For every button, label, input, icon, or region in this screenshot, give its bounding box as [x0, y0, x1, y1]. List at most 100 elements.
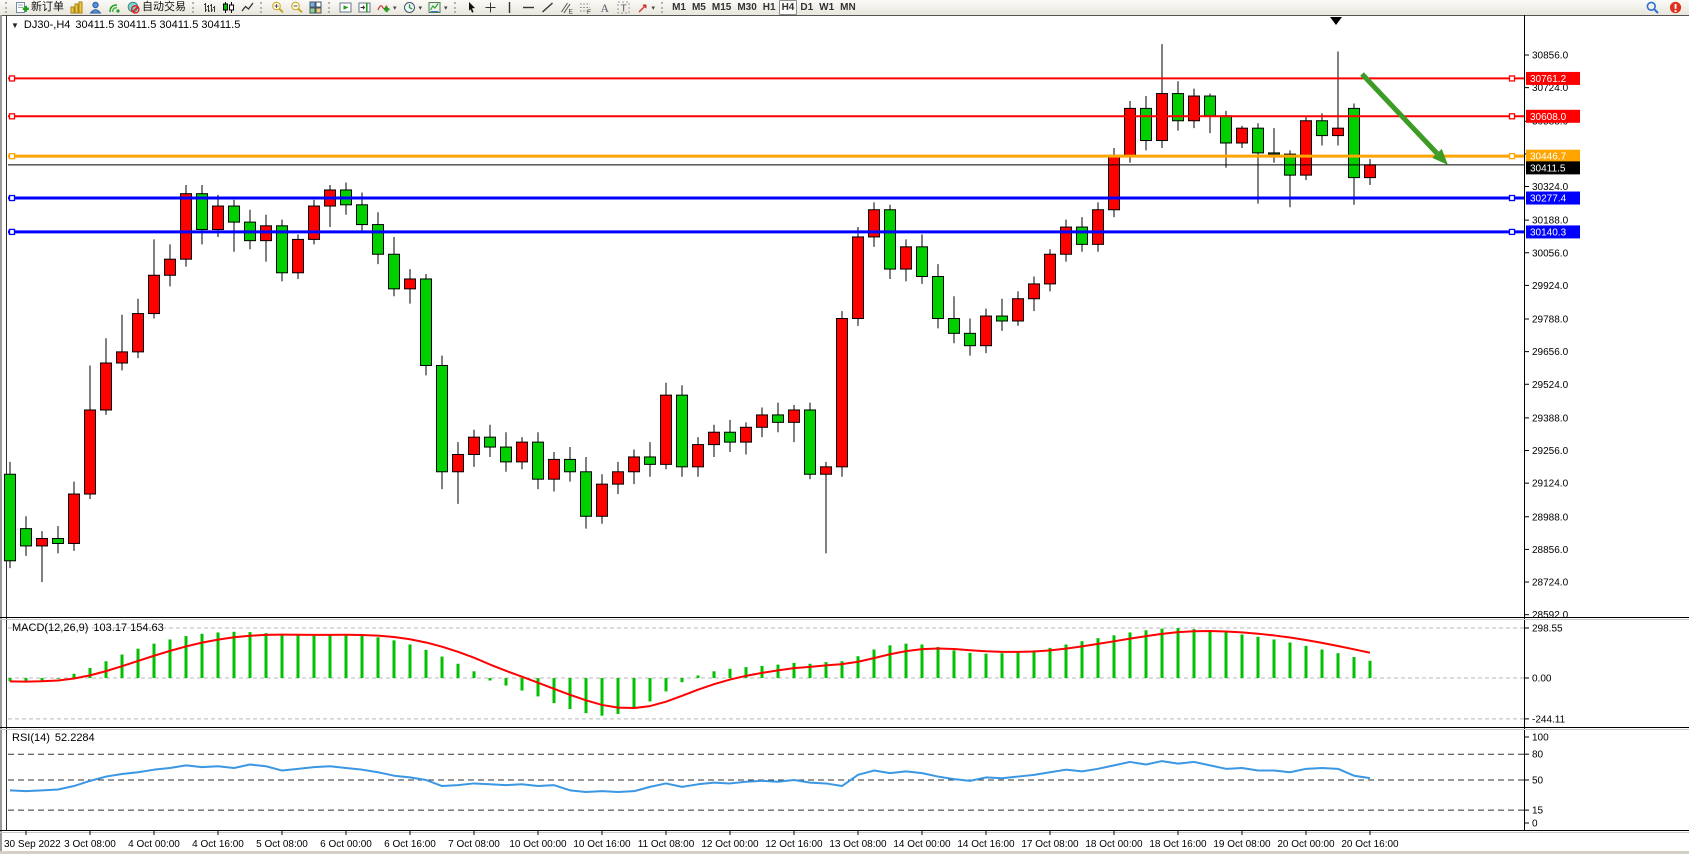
price-label-box — [1526, 109, 1580, 123]
bull-candle — [612, 471, 624, 485]
profile-button[interactable] — [86, 0, 105, 15]
cursor-button[interactable] — [462, 0, 481, 15]
toolbar-grip — [5, 2, 10, 13]
line-handle[interactable] — [8, 113, 16, 120]
line-handle[interactable] — [1508, 153, 1516, 160]
new-order-button[interactable]: 新订单 — [13, 0, 67, 15]
arrows-button[interactable]: ▾ — [633, 0, 659, 15]
dropdown-arrow-icon: ▾ — [418, 4, 423, 12]
line-handle[interactable] — [8, 228, 16, 236]
equidistant-channel-button[interactable]: E — [557, 0, 576, 16]
tf-m15-button[interactable]: M15 — [709, 0, 734, 15]
time-tick-label: 30 Sep 2022 — [4, 839, 61, 850]
bar-chart-icon — [203, 1, 216, 14]
time-tick-label: 14 Oct 16:00 — [957, 839, 1015, 850]
bull-candle — [628, 456, 640, 473]
vertical-line-button[interactable] — [500, 0, 519, 15]
line-chart-icon — [241, 1, 254, 14]
price-tick-label: 29656.0 — [1532, 347, 1569, 358]
line-handle[interactable] — [1508, 228, 1516, 236]
trend-arrow-head[interactable] — [1432, 148, 1448, 165]
price-label-text: 30446.7 — [1530, 152, 1567, 163]
tile-windows-button[interactable] — [306, 0, 325, 15]
auto-scroll-button[interactable] — [336, 0, 355, 15]
tf-m30-button[interactable]: M30 — [734, 0, 759, 15]
price-tick-label: 29788.0 — [1532, 315, 1569, 326]
time-tick-label: 20 Oct 16:00 — [1341, 839, 1399, 850]
indicators-button[interactable]: ▾ — [374, 0, 400, 15]
tf-mn-button[interactable]: MN — [837, 0, 859, 15]
bull-candle — [164, 258, 176, 276]
macd-tick-label: 298.55 — [1532, 624, 1563, 635]
channel-icon: E — [560, 1, 573, 16]
bear-candle — [1268, 152, 1280, 155]
time-tick-label: 6 Oct 00:00 — [320, 839, 372, 850]
bear-candle — [916, 246, 928, 277]
zoom-out-button[interactable] — [287, 0, 306, 15]
chevron-down-icon[interactable]: ▼ — [11, 20, 19, 30]
search-button[interactable] — [1643, 0, 1662, 15]
periods-button[interactable]: ▾ — [400, 0, 426, 15]
charts-button[interactable] — [67, 0, 86, 15]
candles-button[interactable] — [219, 0, 238, 15]
price-label-text: 30411.5 — [1530, 163, 1566, 174]
time-tick-label: 5 Oct 08:00 — [256, 839, 308, 850]
price-axis[interactable] — [1524, 15, 1689, 830]
horizontal-line-button[interactable] — [519, 0, 538, 15]
bear-candle — [884, 209, 896, 270]
rsi-tick-label: 15 — [1532, 806, 1544, 817]
price-tick-label: 29524.0 — [1532, 380, 1569, 391]
trend-arrow[interactable] — [1360, 72, 1439, 156]
zoom-out-icon — [290, 1, 303, 14]
autotrade-button[interactable]: 自动交易 — [124, 0, 189, 15]
bull-candle — [84, 409, 96, 495]
signals-button[interactable] — [105, 0, 124, 15]
time-axis[interactable] — [0, 832, 1689, 852]
hline-icon — [522, 1, 535, 14]
tf-h1-button[interactable]: H1 — [760, 0, 779, 15]
trendline-button[interactable] — [538, 0, 557, 15]
templates-button[interactable]: ▾ — [425, 0, 451, 15]
crosshair-button[interactable] — [481, 0, 500, 15]
tf-d1-button[interactable]: D1 — [797, 0, 816, 15]
line-handle[interactable] — [1508, 194, 1516, 202]
new-order-button-label: 新订单 — [31, 1, 64, 13]
text-button[interactable]: A — [595, 0, 614, 15]
price-label-box — [1526, 225, 1580, 239]
tf-h4-button[interactable]: H4 — [778, 0, 798, 15]
tf-w1-button[interactable]: W1 — [816, 0, 837, 15]
tf-h4-button-label: H4 — [781, 2, 795, 13]
bear-candle — [1172, 93, 1184, 122]
text-label-icon: T — [617, 1, 630, 14]
notification-button[interactable] — [1666, 0, 1685, 15]
bars-button[interactable] — [200, 0, 219, 15]
bear-candle — [1348, 107, 1360, 179]
fibonacci-icon: F — [579, 1, 592, 16]
zoom-in-button[interactable] — [268, 0, 287, 15]
macd-legend: MACD(12,26,9) 103.17 154.63 — [12, 622, 164, 634]
tf-m5-button[interactable]: M5 — [689, 0, 709, 15]
line-handle[interactable] — [8, 153, 16, 160]
chart-shift-button[interactable] — [355, 0, 374, 15]
profile-icon — [89, 1, 102, 14]
line-handle[interactable] — [8, 75, 16, 82]
svg-text:A: A — [600, 3, 609, 14]
line-handle[interactable] — [8, 194, 16, 202]
bull-candle — [404, 278, 416, 290]
bull-candle — [100, 362, 112, 411]
bear-candle — [1316, 120, 1328, 137]
line-chart-button[interactable] — [238, 0, 257, 15]
bear-candle — [388, 253, 400, 290]
line-handle[interactable] — [1508, 75, 1516, 82]
bull-candle — [516, 441, 528, 463]
price-tick-label: 28988.0 — [1532, 512, 1569, 523]
bar-marker-icon — [1330, 17, 1342, 25]
charts-grid-icon — [70, 1, 83, 14]
fibonacci-button[interactable]: F — [576, 0, 595, 16]
tf-m1-button[interactable]: M1 — [669, 0, 689, 15]
line-handle[interactable] — [1508, 113, 1516, 120]
bull-candle — [708, 431, 720, 446]
bear-candle — [532, 441, 544, 480]
text-label-button[interactable]: T — [614, 0, 633, 15]
